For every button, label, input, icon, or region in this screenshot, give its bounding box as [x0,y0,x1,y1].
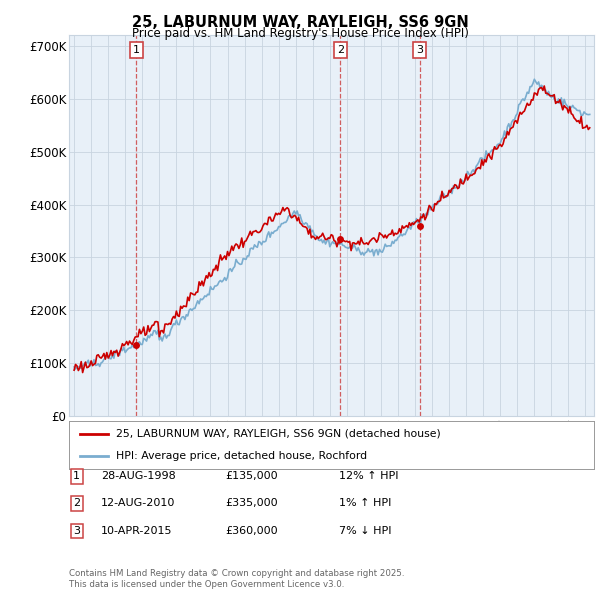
Text: HPI: Average price, detached house, Rochford: HPI: Average price, detached house, Roch… [116,451,367,461]
Text: Price paid vs. HM Land Registry's House Price Index (HPI): Price paid vs. HM Land Registry's House … [131,27,469,40]
Text: 25, LABURNUM WAY, RAYLEIGH, SS6 9GN: 25, LABURNUM WAY, RAYLEIGH, SS6 9GN [131,15,469,30]
Text: 1: 1 [133,45,140,55]
Text: 25, LABURNUM WAY, RAYLEIGH, SS6 9GN (detached house): 25, LABURNUM WAY, RAYLEIGH, SS6 9GN (det… [116,429,441,439]
Text: 3: 3 [416,45,423,55]
Text: 1% ↑ HPI: 1% ↑ HPI [339,499,391,508]
Text: 28-AUG-1998: 28-AUG-1998 [101,471,176,481]
Text: 12% ↑ HPI: 12% ↑ HPI [339,471,398,481]
Text: £335,000: £335,000 [225,499,278,508]
Text: 1: 1 [73,471,80,481]
Text: 7% ↓ HPI: 7% ↓ HPI [339,526,391,536]
Text: £360,000: £360,000 [225,526,278,536]
Text: 2: 2 [337,45,344,55]
Text: 3: 3 [73,526,80,536]
Text: £135,000: £135,000 [225,471,278,481]
Text: 12-AUG-2010: 12-AUG-2010 [101,499,175,508]
Text: 10-APR-2015: 10-APR-2015 [101,526,172,536]
Text: Contains HM Land Registry data © Crown copyright and database right 2025.
This d: Contains HM Land Registry data © Crown c… [69,569,404,589]
Text: 2: 2 [73,499,80,508]
